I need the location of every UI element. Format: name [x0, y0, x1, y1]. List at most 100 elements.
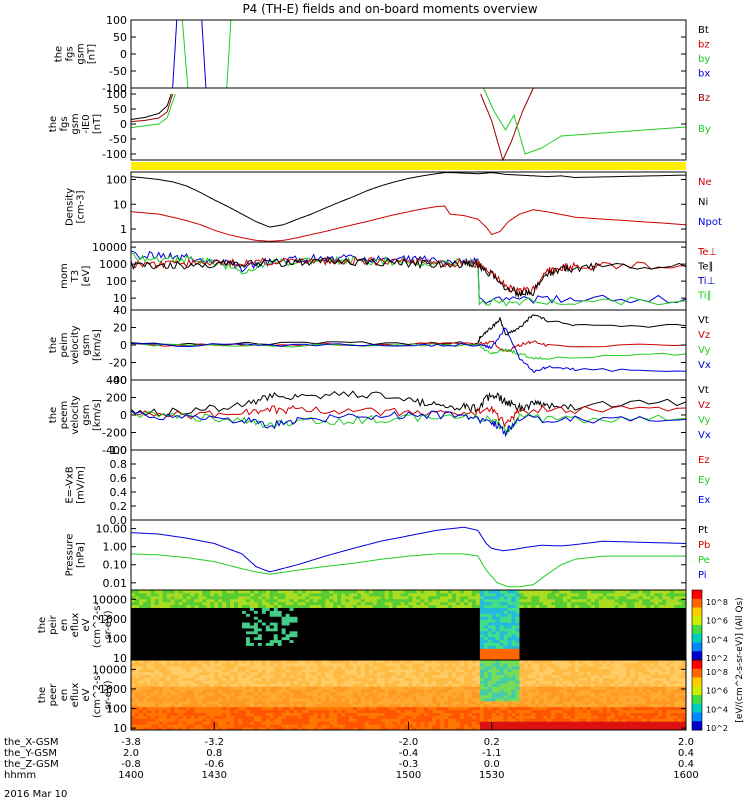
- legend-entry: Npot: [698, 217, 722, 228]
- colorbar-tick-label: 10^2: [706, 724, 728, 733]
- y-tick-label: 10.00: [96, 523, 128, 536]
- y-axis-label: the: [48, 116, 59, 132]
- y-axis-label: peim: [59, 332, 70, 357]
- legend-entry: Bz: [698, 93, 710, 104]
- x-tick-label: 1400: [118, 770, 143, 781]
- y-tick-label: 0.6: [110, 472, 128, 485]
- y-tick-label: 50: [113, 103, 127, 116]
- y-axis-label: velocity: [70, 325, 81, 364]
- date-label: 2016 Mar 10: [4, 789, 67, 800]
- x-tick-label: -0.4: [399, 748, 419, 759]
- legend-entry: by: [698, 54, 710, 65]
- y-tick-label: 1000: [99, 258, 127, 271]
- y-tick-label: 0.2: [110, 500, 128, 513]
- y-tick-label: 20: [113, 322, 127, 335]
- legend-entry: Ti∥: [697, 291, 712, 302]
- y-tick-label: 0: [120, 48, 127, 61]
- y-axis-label: Density: [65, 188, 76, 226]
- y-tick-label: -50: [109, 65, 127, 78]
- series-line-by: [182, 20, 231, 88]
- colorbar-tick-label: 10^4: [706, 705, 728, 714]
- legend-entry: By: [698, 124, 711, 135]
- y-axis-label: [mV/m]: [76, 466, 87, 504]
- y-tick-label: -20: [109, 357, 127, 370]
- legend-entry: Pb: [698, 540, 710, 551]
- legend-entry: Pi: [698, 570, 707, 581]
- flag-bar: [131, 162, 686, 170]
- x-tick-label: 0.4: [678, 759, 694, 770]
- colorbar-tick-label: 10^2: [706, 654, 728, 663]
- y-axis-label: peem: [59, 401, 70, 429]
- x-tick-label: -3.2: [204, 737, 224, 748]
- y-tick-label: 50: [113, 31, 127, 44]
- y-axis-label: fgs: [59, 116, 70, 131]
- x-tick-label: 1500: [396, 770, 421, 781]
- y-axis-label: (cm^2-s-: [92, 601, 103, 648]
- legend-entry: Pt: [698, 525, 708, 536]
- legend-entry: bx: [698, 69, 710, 80]
- panel-frame: [131, 20, 686, 88]
- x-axis-row-label: the_Z-GSM: [4, 759, 59, 770]
- x-tick-label: -3.8: [121, 737, 141, 748]
- panel-frame: [131, 88, 686, 160]
- x-axis-row-label: the_Y-GSM: [4, 748, 57, 759]
- y-axis-label: eflux: [70, 683, 81, 708]
- y-axis-label: sr-eV): [103, 680, 114, 709]
- series-line-By: [131, 94, 175, 128]
- y-axis-label: [eV]: [81, 266, 92, 287]
- legend-entry: Te∥: [697, 262, 714, 273]
- x-tick-label: 0.8: [206, 748, 222, 759]
- y-axis-label: en: [59, 689, 70, 702]
- series-line-Vy: [131, 411, 686, 435]
- y-axis-label: peer: [48, 683, 59, 707]
- heatmap-cells: [131, 590, 687, 661]
- y-axis-label: fgs: [65, 46, 76, 61]
- colorbar-peer_en_eflux: 10^810^610^410^2: [692, 660, 728, 733]
- legend-entry: Ni: [698, 197, 708, 208]
- series-line-Vz: [131, 406, 686, 427]
- y-axis-label: eV: [81, 688, 92, 701]
- series-line-Pe: [131, 554, 686, 587]
- figure-title: P4 (TH-E) fields and on-board moments ov…: [242, 2, 537, 16]
- y-axis-label: sr-eV): [103, 610, 114, 639]
- y-axis-label: the: [48, 407, 59, 423]
- legend-entry: Vz: [698, 330, 710, 341]
- series-line-Pi: [131, 527, 686, 572]
- y-axis-label: [nT]: [92, 114, 103, 134]
- legend-entry: Vy: [698, 415, 711, 426]
- y-axis-label: gsm: [81, 334, 92, 355]
- x-tick-label: 1600: [673, 770, 698, 781]
- series-line-Ti⊥: [131, 251, 686, 304]
- y-tick-label: -50: [109, 133, 127, 146]
- y-axis-label: eV: [81, 618, 92, 631]
- x-tick-label: -0.3: [399, 759, 419, 770]
- y-axis-label: velocity: [70, 395, 81, 434]
- y-axis-label: [nT]: [87, 44, 98, 64]
- x-tick-label: 0.2: [484, 737, 500, 748]
- panel-frame: [131, 450, 686, 520]
- y-tick-label: 10: [113, 722, 127, 735]
- x-tick-label: 2.0: [123, 748, 139, 759]
- y-tick-label: 10: [113, 198, 127, 211]
- colorbar-label: [eV/(cm^2-s-sr-eV)] (All Qs): [735, 597, 745, 722]
- y-axis-label: gsm: [81, 404, 92, 425]
- panel-frame: [131, 520, 686, 590]
- y-axis-label: -IE0: [81, 114, 92, 133]
- legend-entry: Vt: [698, 385, 709, 396]
- y-axis-label: eflux: [70, 613, 81, 638]
- y-tick-label: 100: [106, 275, 127, 288]
- colorbar-tick-label: 10^6: [706, 617, 728, 626]
- y-axis-label: the: [48, 337, 59, 353]
- y-tick-label: 0.4: [110, 486, 128, 499]
- x-tick-label: 0.0: [484, 759, 500, 770]
- colorbar-tick-label: 10^8: [706, 668, 728, 677]
- y-tick-label: 40: [113, 304, 127, 317]
- y-tick-label: 200: [106, 392, 127, 405]
- legend-entry: Ez: [698, 455, 710, 466]
- y-tick-label: 1.0: [110, 444, 128, 457]
- series-line-Vx: [131, 328, 686, 372]
